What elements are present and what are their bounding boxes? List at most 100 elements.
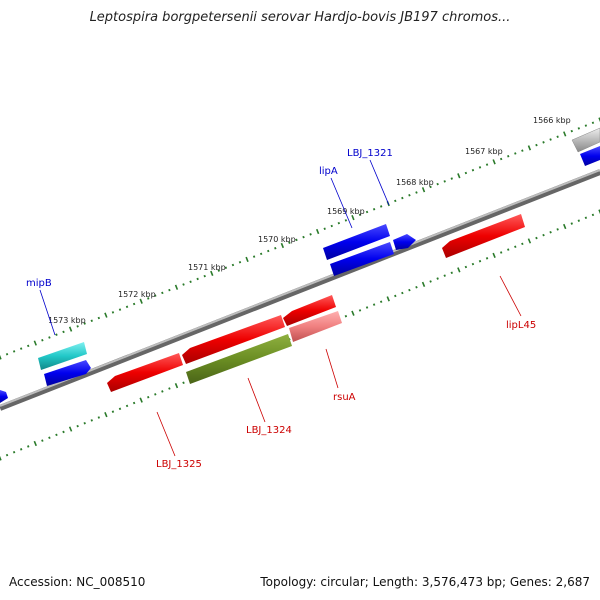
LBJ_1324-gene[interactable] [186, 334, 292, 384]
blue-gene-lower[interactable] [330, 242, 394, 276]
inner-ring-tick [90, 419, 93, 422]
outer-ring-tick [344, 219, 348, 222]
outer-ring-tick [436, 182, 439, 186]
outer-ring-tick [267, 249, 270, 253]
LBJ_1324-callout [247, 377, 266, 423]
outer-ring-tick [570, 129, 573, 133]
outer-ring-tick [288, 241, 291, 244]
lipA-label: lipA [319, 166, 338, 177]
rsuA-label: rsuA [333, 392, 356, 403]
outer-ring-tick [259, 252, 263, 256]
inner-ring-tick [174, 383, 179, 389]
outer-ring-tick [125, 305, 129, 309]
outer-ring-tick [351, 214, 355, 221]
inner-ring-tick [76, 424, 79, 428]
inner-ring-tick [118, 407, 122, 411]
inner-ring-tick [0, 455, 2, 461]
inner-ring-tick [450, 271, 453, 275]
inner-ring-tick [386, 296, 390, 302]
inner-ring-tick [5, 453, 9, 457]
inner-ring-tick [365, 306, 369, 309]
tick-label-1567: 1567 kbp [465, 147, 503, 156]
outer-ring-tick [12, 350, 16, 353]
outer-ring-tick [315, 228, 320, 235]
blue-gene-near-mipB[interactable] [44, 360, 91, 386]
outer-ring-tick [485, 163, 489, 166]
lipA-gene[interactable] [323, 224, 390, 260]
topology-text: Topology: circular; Length: 3,576,473 bp… [260, 575, 590, 589]
red-gene-upper[interactable] [283, 295, 336, 326]
outer-ring-tick [415, 191, 418, 194]
inner-ring-tick [97, 416, 101, 419]
inner-ring-tick [358, 309, 362, 312]
outer-ring-tick [450, 177, 453, 180]
outer-ring-tick [563, 131, 567, 137]
inner-ring-tick [68, 426, 73, 432]
scale-labels: 1566 kbp 1567 kbp 1568 kbp 1569 kbp 1570… [48, 116, 571, 325]
outer-ring-tick [245, 256, 249, 263]
inner-ring-tick [344, 314, 348, 318]
outer-ring-tick [252, 255, 256, 258]
blue-gene-left-edge[interactable] [0, 390, 8, 403]
lipL45-label: lipL45 [506, 320, 536, 331]
inner-ring-tick [379, 300, 383, 303]
outer-ring-tick [0, 354, 2, 360]
outer-ring-tick [492, 159, 496, 165]
LBJ_1321-gene[interactable] [393, 234, 416, 250]
outer-ring-tick [161, 291, 164, 295]
outer-ring-tick [542, 141, 545, 144]
inner-ring-tick [132, 401, 136, 405]
blue-gene-edge[interactable] [580, 146, 600, 166]
outer-ring-tick [499, 157, 503, 161]
outer-ring-tick [280, 242, 285, 249]
rsuA-gene[interactable] [289, 311, 342, 342]
outer-ring-tick [174, 284, 179, 290]
gray-gene-partial[interactable] [571, 127, 600, 153]
outer-ring-tick [55, 333, 58, 336]
outer-ring-tick [421, 187, 426, 193]
outer-ring-tick [231, 263, 235, 267]
inner-ring-tick [478, 259, 482, 263]
outer-ring-tick [429, 185, 432, 189]
lipL45-gene[interactable] [442, 214, 525, 258]
outer-ring-tick [309, 233, 312, 236]
inner-ring-tick [111, 410, 115, 413]
inner-ring-tick [415, 285, 418, 289]
outer-ring-tick [154, 294, 157, 297]
inner-ring-tick [55, 433, 58, 437]
outer-ring-tick [302, 235, 305, 239]
tick-label-1568: 1568 kbp [396, 178, 434, 187]
inner-ring-tick [598, 209, 600, 215]
inner-ring-tick [19, 448, 23, 451]
outer-ring-tick [76, 325, 79, 328]
inner-ring-tick [147, 395, 150, 399]
outer-ring-tick [238, 260, 242, 264]
inner-ring-tick [570, 222, 573, 225]
LBJ_1325-gene[interactable] [107, 353, 183, 392]
outer-ring-tick [203, 274, 206, 278]
outer-ring-tick [132, 302, 136, 306]
mipB-gene[interactable] [38, 342, 87, 370]
inner-ring-tick [27, 445, 30, 448]
tick-label-1569: 1569 kbp [327, 207, 365, 216]
outer-ring-tick [478, 166, 482, 169]
inner-ring-tick [41, 439, 44, 442]
inner-ring-tick [401, 291, 404, 295]
outer-ring-tick [507, 154, 510, 158]
inner-ring-tick [12, 450, 16, 454]
outer-ring-tick [372, 207, 376, 211]
inner-ring-tick [33, 440, 37, 447]
outer-ring-tick [196, 277, 199, 281]
inner-ring-tick [464, 265, 468, 269]
red-gene-middle[interactable] [182, 315, 285, 364]
outer-ring-tick [379, 205, 383, 208]
LBJ_1321-label: LBJ_1321 [347, 148, 393, 159]
outer-ring-tick [27, 344, 30, 348]
inner-ring-tick [577, 219, 581, 222]
LBJ_1321-callout [369, 159, 390, 206]
inner-ring-tick [154, 393, 157, 396]
inner-ring-tick [549, 230, 552, 234]
outer-ring-tick [139, 298, 143, 304]
inner-ring-tick [83, 422, 86, 425]
outer-ring-tick [147, 297, 150, 300]
